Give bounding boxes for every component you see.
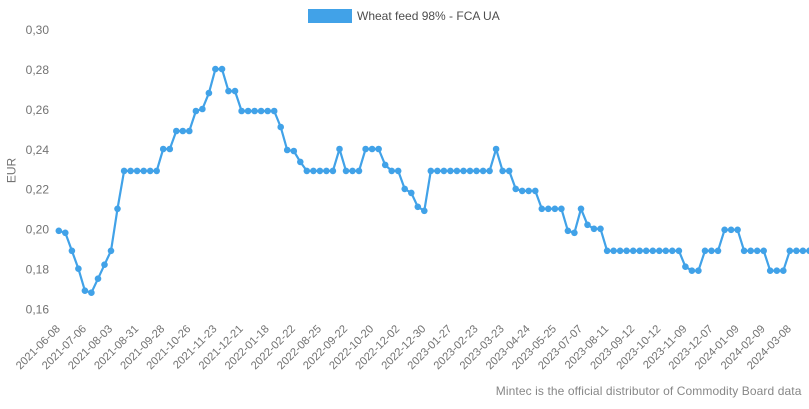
svg-text:Wheat feed 98% - FCA UA: Wheat feed 98% - FCA UA	[357, 9, 500, 23]
svg-text:0,26: 0,26	[26, 103, 50, 117]
svg-text:0,24: 0,24	[26, 143, 50, 157]
svg-text:Mintec is the official distrib: Mintec is the official distributor of Co…	[496, 384, 802, 398]
svg-text:0,18: 0,18	[26, 263, 50, 277]
svg-text:0,20: 0,20	[26, 223, 50, 237]
svg-text:0,22: 0,22	[26, 183, 50, 197]
svg-text:0,16: 0,16	[26, 302, 50, 316]
svg-text:0,30: 0,30	[26, 23, 50, 37]
svg-text:EUR: EUR	[5, 158, 19, 184]
svg-text:0,28: 0,28	[26, 63, 50, 77]
